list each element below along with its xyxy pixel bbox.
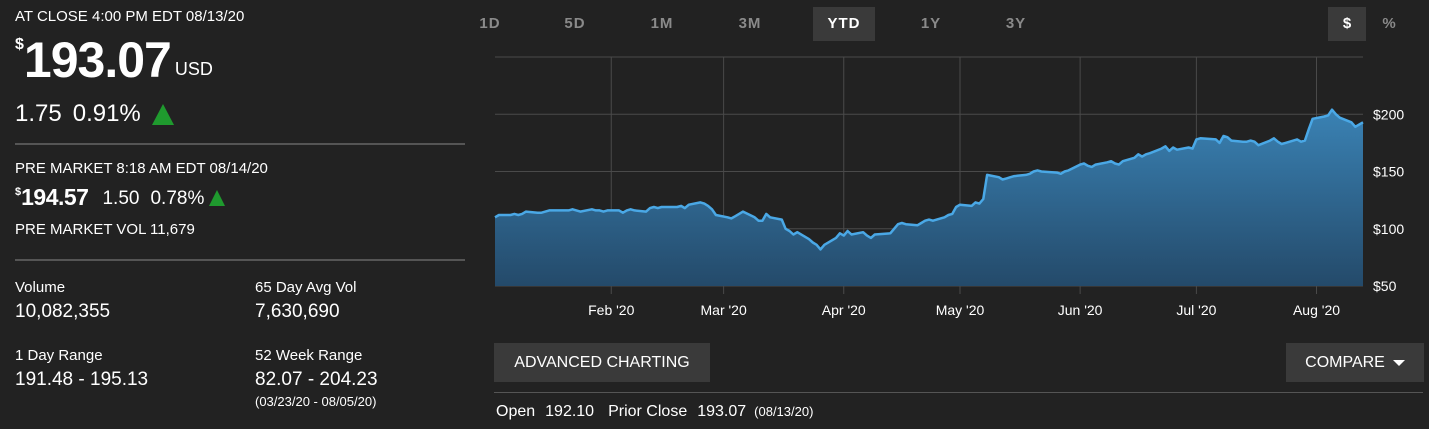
premarket-change-percent: 0.78% [150,188,205,209]
price-currency-symbol: $ [15,36,24,53]
premarket-volume: PRE MARKET VOL 11,679 [15,221,195,238]
volume-stat: Volume 10,082,355 [15,279,110,323]
stat-value: 7,630,690 [255,301,340,322]
stat-dates: (03/23/20 - 08/05/20) [255,394,377,409]
close-time-label: AT CLOSE 4:00 PM EDT 08/13/20 [15,8,245,25]
change-value: 1.75 [15,100,62,127]
prior-close-date: (08/13/20) [754,404,814,419]
x-tick-label: Jul '20 [1176,302,1216,318]
up-arrow-icon [151,103,174,125]
quote-panel: AT CLOSE 4:00 PM EDT 08/13/20 $ 193.07 U… [15,0,467,429]
prior-close-label: Prior Close [608,403,688,420]
range-3m-button[interactable]: 3M [738,15,762,32]
range-ytd-button[interactable]: YTD [813,7,875,41]
price-chart[interactable]: $50 $100 $150 $200 Feb '20 Mar '20 Apr '20 May … [0,0,1429,330]
stat-label: Volume [15,279,66,296]
y-tick-label: $200 [1373,106,1404,122]
compare-label: COMPARE [1305,354,1385,371]
chart-axes: $50 $100 $150 $200 Feb '20 Mar '20 Apr '20 May … [588,106,1404,318]
stat-label: 1 Day Range [15,347,103,364]
avg-volume-stat: 65 Day Avg Vol 7,630,690 [255,279,356,323]
price-area [495,109,1363,286]
x-tick-label: Aug '20 [1293,302,1340,318]
x-tick-label: Feb '20 [588,302,634,318]
stat-value: 82.07 - 204.23 [255,369,378,390]
open-prior-close: Open 192.10 Prior Close 193.07 (08/13/20… [496,403,813,421]
y-tick-label: $100 [1373,221,1404,237]
price-currency: USD [174,59,213,79]
stat-label: 52 Week Range [255,347,363,364]
prior-close-value: 193.07 [697,403,747,420]
last-price: $ 193.07 USD [15,32,213,88]
price-change: 1.75 0.91% [15,100,174,128]
premarket-up-arrow-icon [209,190,226,206]
x-tick-label: Apr '20 [822,302,866,318]
change-percent: 0.91% [72,100,141,127]
premarket-change: 1.50 [102,188,140,209]
x-tick-label: Jun '20 [1058,302,1103,318]
price-value: 193.07 [23,32,172,88]
y-tick-label: $50 [1373,278,1397,294]
x-tick-label: Mar '20 [701,302,747,318]
caret-down-icon [1392,359,1405,366]
range-5d-button[interactable]: 5D [564,15,586,32]
range-1d-button[interactable]: 1D [479,15,501,32]
premarket-currency-symbol: $ [15,186,22,198]
range-3y-button[interactable]: 3Y [1005,15,1027,32]
week52-range-stat: 52 Week Range 82.07 - 204.23 (03/23/20 -… [255,347,378,409]
open-value: 192.10 [545,403,595,420]
stat-label: 65 Day Avg Vol [255,279,357,296]
dollar-unit-button[interactable]: $ [1328,7,1366,41]
stat-value: 191.48 - 195.13 [15,369,149,390]
compare-button[interactable]: COMPARE [1286,343,1424,382]
premarket-price: 194.57 [21,184,89,210]
premarket-label: PRE MARKET 8:18 AM EDT 08/14/20 [15,160,268,177]
percent-unit-button[interactable]: % [1382,15,1396,32]
range-1y-button[interactable]: 1Y [920,15,942,32]
day-range-stat: 1 Day Range 191.48 - 195.13 [15,347,148,391]
premarket-price-row: $ 194.57 1.50 0.78% [15,184,226,211]
range-1m-button[interactable]: 1M [650,15,674,32]
y-tick-label: $150 [1373,164,1404,180]
stat-value: 10,082,355 [15,301,111,322]
price-line [494,108,1364,251]
divider [15,259,465,261]
divider [494,392,1423,393]
divider [15,143,465,145]
open-label: Open [496,403,536,420]
x-tick-label: May '20 [936,302,985,318]
advanced-charting-button[interactable]: ADVANCED CHARTING [494,343,710,382]
